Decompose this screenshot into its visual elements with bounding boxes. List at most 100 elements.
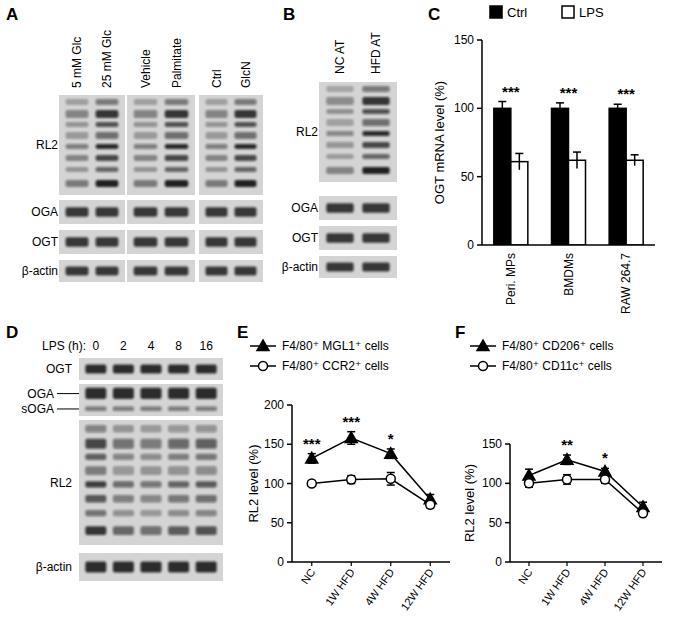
y-tick-label: 50 — [271, 516, 285, 530]
error-bar — [347, 476, 355, 484]
band — [205, 207, 227, 217]
leader-line — [57, 393, 79, 394]
blot-strip — [59, 260, 125, 282]
legend-swatch — [562, 6, 574, 18]
band — [141, 365, 162, 374]
band — [362, 97, 389, 105]
significance: *** — [502, 83, 520, 100]
y-axis-label: OGT mRNA level (%) — [432, 81, 447, 204]
band — [168, 439, 189, 449]
band — [234, 132, 256, 139]
band — [96, 267, 119, 276]
band — [165, 207, 189, 217]
band — [205, 180, 227, 187]
band — [66, 267, 89, 276]
band — [85, 466, 106, 475]
lane-label: 5 mM Glc — [70, 37, 84, 88]
row-label: RL2 — [36, 138, 58, 152]
band — [196, 510, 217, 516]
band — [168, 526, 189, 535]
band — [234, 167, 256, 172]
band — [326, 86, 353, 92]
y-tick-label: 150 — [454, 33, 474, 47]
error-bar — [556, 103, 564, 114]
band — [168, 365, 189, 374]
y-tick — [287, 483, 292, 485]
band — [196, 481, 217, 487]
blot-strip — [319, 82, 397, 182]
band — [134, 207, 158, 217]
legend-label: F4/80⁺ MGL1⁺ cells — [282, 339, 389, 353]
y-tick-label: 200 — [264, 398, 284, 412]
x-tick-label: 1W HFD — [539, 566, 573, 607]
band — [134, 180, 158, 187]
band — [326, 109, 353, 114]
band — [326, 154, 353, 159]
band — [165, 122, 189, 127]
band — [205, 167, 227, 172]
blot-panel: D024816LPS (h):OGTOGAsOGARL2β-actin — [6, 323, 223, 581]
band — [205, 132, 227, 139]
row-label: OGT — [32, 235, 59, 249]
band — [66, 110, 89, 118]
x-tick — [566, 562, 567, 566]
error-line — [576, 152, 578, 168]
marker — [307, 479, 316, 488]
y-axis — [509, 444, 511, 562]
band — [134, 99, 158, 105]
line — [529, 460, 643, 507]
x-tick-label: NC — [298, 566, 317, 586]
band — [165, 167, 189, 172]
y-tick — [287, 404, 292, 406]
band — [113, 495, 134, 503]
band — [234, 110, 256, 118]
band — [141, 481, 162, 487]
significance: *** — [342, 413, 360, 430]
y-tick-label: 50 — [489, 516, 503, 530]
band — [362, 167, 389, 174]
leader-line — [57, 408, 79, 409]
y-tick-label: 100 — [482, 476, 502, 490]
band — [168, 466, 189, 475]
band — [113, 365, 134, 374]
blot-strip — [199, 230, 263, 254]
band — [113, 388, 134, 399]
error-cap — [387, 484, 395, 486]
marker — [426, 500, 435, 509]
band — [66, 180, 89, 187]
error-bar — [573, 152, 581, 168]
band — [326, 167, 353, 174]
band — [165, 155, 189, 161]
band — [85, 388, 106, 399]
row-label: β-actin — [36, 560, 72, 574]
band — [141, 406, 162, 410]
band — [113, 510, 134, 516]
legend-swatch — [490, 6, 502, 18]
band — [362, 131, 389, 136]
band — [141, 439, 162, 449]
band — [96, 237, 119, 247]
y-tick — [505, 443, 510, 445]
row-label: OGA — [291, 201, 318, 215]
legend: CtrlLPS — [490, 5, 604, 20]
band — [205, 144, 227, 149]
band — [234, 99, 256, 105]
x-tick-label: Peri. MPs — [504, 253, 518, 305]
error-cap — [556, 102, 564, 104]
blot-strip — [199, 260, 263, 282]
error-cap — [515, 153, 523, 155]
band — [66, 155, 89, 161]
x-tick — [390, 562, 391, 566]
band — [326, 142, 353, 148]
panel-label: B — [283, 5, 295, 24]
error-cap — [614, 103, 622, 105]
blot-strip — [79, 420, 223, 545]
bar — [626, 160, 643, 245]
band — [141, 388, 162, 399]
bands — [85, 365, 216, 374]
panel-label: F — [455, 323, 465, 342]
blot-strip — [319, 256, 397, 278]
significance: * — [388, 430, 394, 447]
band — [113, 454, 134, 460]
x-tick-label: 12W HFD — [398, 566, 436, 612]
